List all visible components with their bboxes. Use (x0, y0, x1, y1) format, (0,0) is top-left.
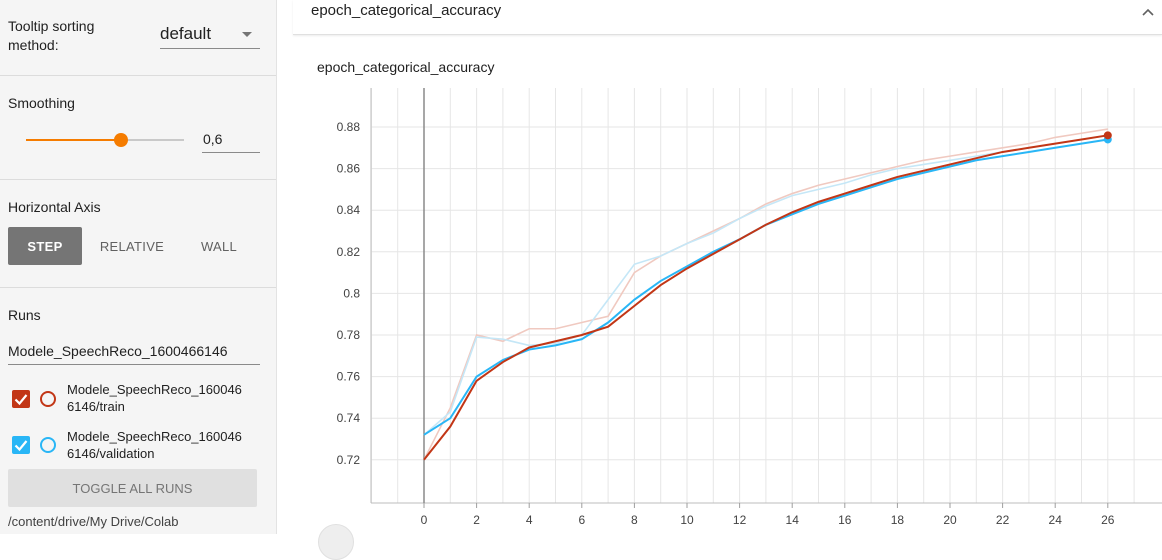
smoothing-slider-thumb[interactable] (113, 133, 128, 147)
x-tick-label: 6 (578, 513, 585, 527)
smoothing-value: 0,6 (203, 131, 223, 147)
log-directory-path: /content/drive/My Drive/Colab (8, 514, 179, 529)
run-validation-checkbox[interactable] (12, 436, 30, 454)
raw-series-line (423, 128, 1108, 461)
x-tick-label: 0 (421, 513, 428, 527)
run-train-checkbox[interactable] (12, 390, 30, 408)
run-validation-label: Modele_SpeechReco_160046 6146/validation (67, 428, 259, 462)
chart-title: epoch_categorical_accuracy (317, 59, 495, 75)
series-end-point (1103, 131, 1112, 140)
smoothing-label: Smoothing (8, 95, 75, 111)
x-tick-label: 26 (1101, 513, 1115, 527)
x-tick-label: 24 (1049, 513, 1063, 527)
y-tick-label: 0.72 (337, 453, 361, 467)
axis-relative-button[interactable]: RELATIVE (99, 238, 165, 254)
divider (0, 287, 276, 288)
divider (0, 75, 276, 76)
line-chart[interactable]: 0.720.740.760.780.80.820.840.860.880 2 4 6 8… (277, 0, 1162, 534)
x-tick-label: 4 (526, 513, 533, 527)
run-train-color-icon[interactable] (40, 391, 56, 407)
y-tick-label: 0.78 (337, 328, 361, 342)
divider (0, 179, 276, 180)
x-tick-label: 8 (631, 513, 638, 527)
x-tick-label: 22 (996, 513, 1010, 527)
smoothing-input[interactable]: 0,6 (202, 128, 260, 153)
smoothing-slider-fill (26, 139, 121, 141)
y-tick-label: 0.8 (343, 286, 360, 300)
runs-filter-input[interactable]: Modele_SpeechReco_1600466146 (8, 340, 260, 365)
run-validation-color-icon[interactable] (40, 437, 56, 453)
axis-step-button[interactable]: STEP (8, 227, 82, 265)
y-tick-label: 0.76 (337, 370, 361, 384)
run-validation-suffix: 6146/validation (67, 446, 155, 461)
smoothing-slider[interactable] (26, 133, 184, 147)
y-tick-label: 0.82 (337, 245, 361, 259)
y-tick-label: 0.74 (337, 411, 361, 425)
y-tick-label: 0.88 (337, 120, 361, 134)
run-train-label: Modele_SpeechReco_160046 6146/train (67, 381, 259, 415)
x-tick-label: 18 (891, 513, 905, 527)
chevron-up-icon[interactable] (1140, 4, 1156, 20)
x-tick-label: 16 (838, 513, 852, 527)
checkmark-icon (14, 440, 28, 452)
tooltip-sorting-value: default (160, 24, 212, 43)
chart-action-button[interactable] (318, 524, 354, 560)
settings-sidebar: Tooltip sorting method: default Smoothin… (0, 0, 277, 534)
x-tick-label: 12 (733, 513, 747, 527)
y-tick-label: 0.86 (337, 162, 361, 176)
x-tick-label: 20 (943, 513, 957, 527)
runs-filter-value: Modele_SpeechReco_1600466146 (8, 343, 228, 359)
x-tick-label: 2 (473, 513, 480, 527)
dropdown-arrow-icon (242, 32, 252, 37)
x-tick-label: 10 (680, 513, 694, 527)
smoothed-series-line (423, 134, 1108, 461)
runs-label: Runs (8, 307, 41, 323)
x-tick-label: 14 (786, 513, 800, 527)
tooltip-sorting-select[interactable]: default (160, 22, 260, 49)
run-train-name: Modele_SpeechReco_160046 (67, 382, 242, 397)
y-tick-label: 0.84 (337, 203, 361, 217)
card-title: epoch_categorical_accuracy (311, 2, 502, 19)
axis-wall-button[interactable]: WALL (200, 238, 238, 254)
tooltip-sorting-label: Tooltip sorting method: (8, 18, 95, 53)
main-panel: epoch_categorical_accuracy epoch_categor… (277, 0, 1162, 560)
card-header[interactable]: epoch_categorical_accuracy (293, 0, 1162, 35)
run-validation-name: Modele_SpeechReco_160046 (67, 429, 242, 444)
horizontal-axis-label: Horizontal Axis (8, 199, 101, 215)
checkmark-icon (14, 394, 28, 406)
run-train-suffix: 6146/train (67, 399, 125, 414)
toggle-all-runs-button[interactable]: TOGGLE ALL RUNS (8, 469, 257, 507)
